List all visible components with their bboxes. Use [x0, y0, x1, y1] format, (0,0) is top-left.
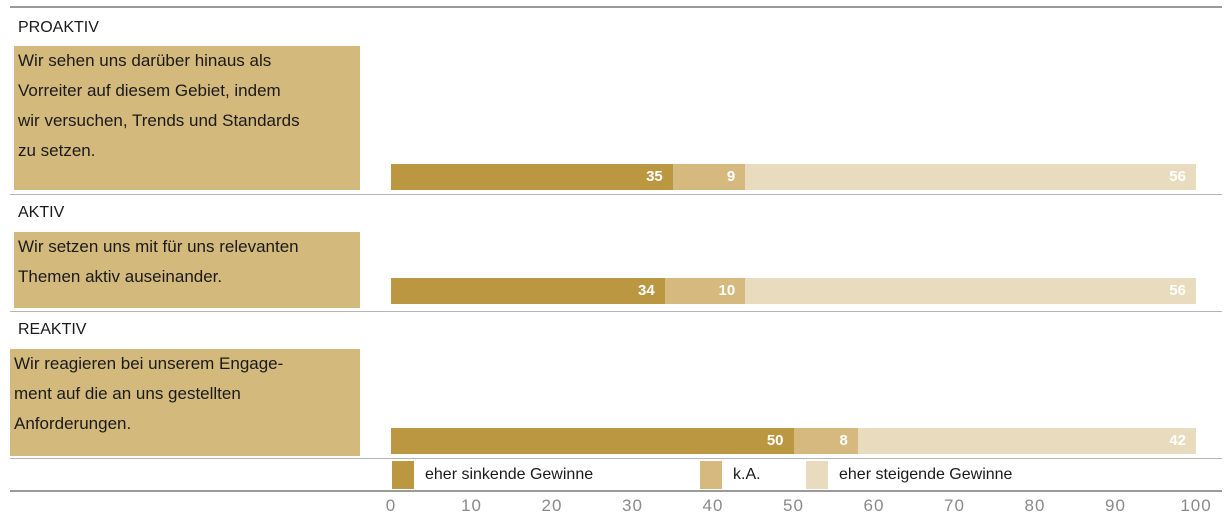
bar-segment-aktiv-2 [745, 278, 1196, 304]
bar-segment-proaktiv-1 [672, 164, 746, 190]
bar-value-label: 10 [718, 282, 736, 299]
top-rule [10, 6, 1222, 8]
group-title-aktiv: AKTIV [18, 204, 65, 221]
legend-label-sinkend: eher sinkende Gewinne [425, 466, 594, 483]
group-description-proaktiv: Wir sehen uns darüber hinaus als Vorreit… [14, 46, 360, 190]
legend-label-ka: k.A. [733, 466, 761, 483]
bar-segment-aktiv-0 [391, 278, 665, 304]
bar-segment-reaktiv-0 [391, 428, 794, 454]
bar-segment-aktiv-1 [664, 278, 746, 304]
x-tick-label: 0 [385, 496, 397, 515]
group-description-reaktiv: Wir reagieren bei unserem Engage- ment a… [10, 349, 360, 456]
bar-segment-proaktiv-2 [745, 164, 1196, 190]
bar-value-label: 34 [638, 282, 655, 299]
bar-value-label: 35 [646, 168, 663, 185]
x-tick-label: 30 [622, 496, 643, 515]
legend-swatch-ka [700, 461, 722, 489]
group-title-proaktiv: PROAKTIV [18, 19, 99, 36]
legend-label-steigend: eher steigende Gewinne [839, 466, 1013, 483]
x-tick-label: 90 [1105, 496, 1126, 515]
group-divider [10, 458, 1222, 459]
x-tick-label: 10 [461, 496, 482, 515]
bar-value-label: 56 [1169, 282, 1186, 299]
x-tick-label: 100 [1180, 496, 1212, 515]
bar-segment-reaktiv-1 [793, 428, 858, 454]
legend-swatch-steigend [806, 461, 828, 489]
bar-value-label: 50 [766, 432, 784, 449]
group-divider [10, 194, 1222, 195]
bar-value-label: 56 [1169, 168, 1186, 185]
x-tick-label: 20 [541, 496, 563, 515]
x-tick-label: 50 [783, 496, 804, 515]
bar-value-label: 8 [839, 432, 848, 449]
bar-segment-reaktiv-2 [857, 428, 1196, 454]
bar-segment-proaktiv-0 [391, 164, 673, 190]
x-tick-label: 70 [944, 496, 965, 515]
legend-swatch-sinkend [392, 461, 414, 489]
x-tick-label: 40 [702, 496, 724, 515]
group-divider [10, 311, 1222, 312]
bar-value-label: 9 [726, 168, 736, 185]
x-tick-label: 80 [1024, 496, 1046, 515]
x-tick-label: 60 [863, 496, 885, 515]
axis-rule [10, 490, 1222, 492]
bar-value-label: 42 [1169, 432, 1186, 449]
group-description-aktiv: Wir setzen uns mit für uns relevanten Th… [14, 232, 360, 308]
group-title-reaktiv: REAKTIV [18, 321, 87, 338]
